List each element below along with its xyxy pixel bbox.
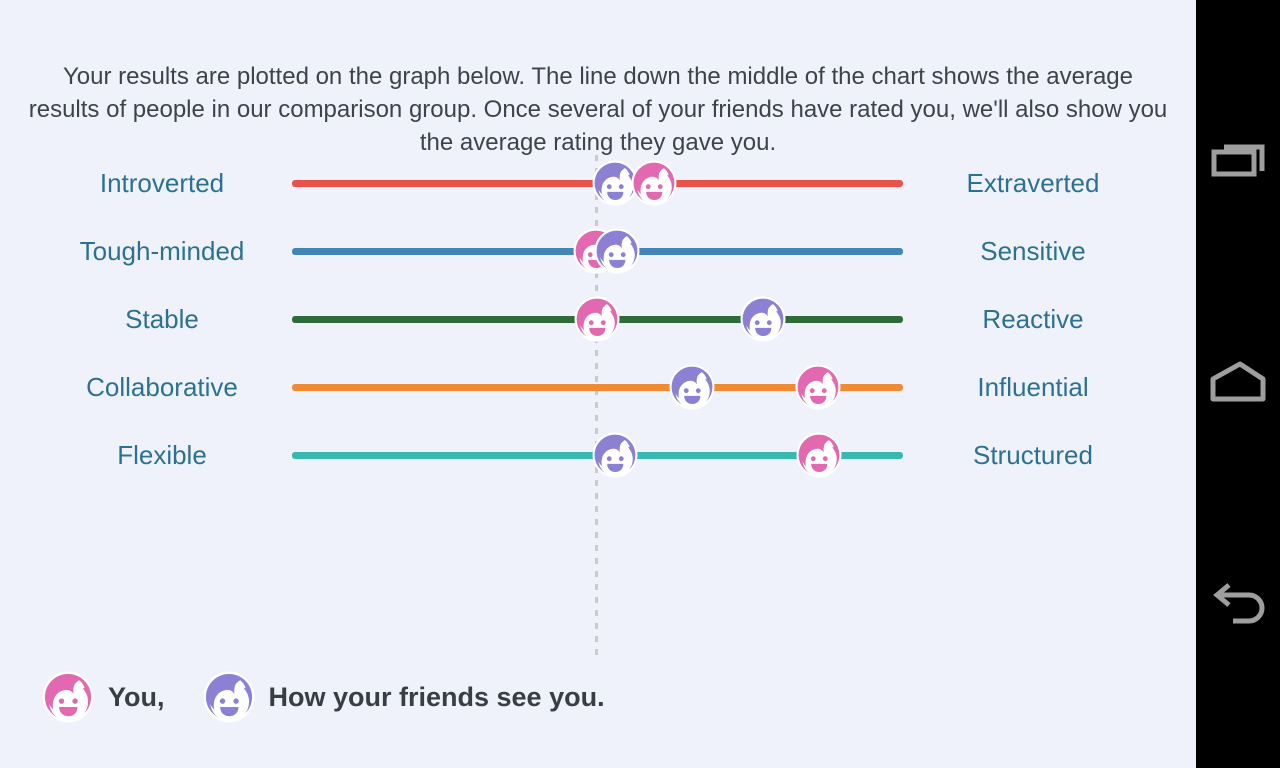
trait-track: [292, 228, 903, 274]
back-button[interactable]: [1196, 573, 1280, 637]
results-screen: Your results are plotted on the graph be…: [0, 0, 1196, 768]
you-avatar-marker: [796, 432, 842, 478]
back-icon: [1209, 582, 1267, 629]
home-icon: [1209, 360, 1267, 407]
left-pole-label: Stable: [125, 304, 199, 334]
chart-legend: You, How your friends see you.: [42, 669, 605, 725]
home-button[interactable]: [1196, 351, 1280, 415]
right-pole-label: Structured: [973, 440, 1093, 470]
right-pole-label: Extraverted: [966, 168, 1100, 198]
right-pole-label: Reactive: [982, 304, 1084, 334]
friends-avatar-marker: [740, 296, 786, 342]
android-navigation-bar: [1196, 0, 1280, 768]
right-pole-label: Sensitive: [980, 236, 1086, 266]
legend-you-label: You,: [108, 681, 165, 712]
you-avatar-marker: [574, 296, 620, 342]
recents-button[interactable]: [1196, 128, 1280, 192]
trait-chart: Introverted Extraverted Tough-minded Sensit…: [0, 155, 1196, 658]
friends-avatar-marker: [592, 160, 638, 206]
trait-row: Tough-minded Sensitive: [0, 228, 1196, 274]
friends-avatar-marker: [594, 228, 640, 274]
trait-row: Collaborative Influential: [0, 364, 1196, 410]
right-pole-label: Influential: [977, 372, 1089, 402]
legend-friends-label: How your friends see you.: [268, 681, 605, 712]
friends-avatar-icon: [203, 671, 255, 723]
you-avatar-icon: [42, 671, 94, 723]
recents-icon: [1209, 138, 1267, 183]
left-pole-label: Introverted: [99, 168, 225, 198]
trait-line: [292, 384, 903, 391]
left-pole-label: Collaborative: [86, 372, 238, 402]
trait-row: Stable Reactive: [0, 296, 1196, 342]
you-avatar-marker: [795, 364, 841, 410]
trait-track: [292, 160, 903, 206]
trait-track: [292, 364, 903, 410]
left-pole-label: Flexible: [117, 440, 207, 470]
trait-row: Flexible Structured: [0, 432, 1196, 478]
friends-avatar-marker: [592, 432, 638, 478]
left-pole-label: Tough-minded: [79, 236, 245, 266]
intro-paragraph: Your results are plotted on the graph be…: [28, 63, 1168, 156]
trait-row: Introverted Extraverted: [0, 160, 1196, 206]
average-center-dashed-line: [595, 155, 598, 658]
you-avatar-marker: [631, 160, 677, 206]
trait-track: [292, 296, 903, 342]
friends-avatar-marker: [669, 364, 715, 410]
trait-track: [292, 432, 903, 478]
